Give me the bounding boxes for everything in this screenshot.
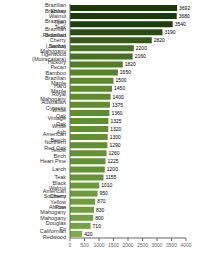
svg-text:870: 870: [97, 198, 106, 204]
svg-text:500: 500: [80, 242, 89, 248]
svg-text:2820: 2820: [154, 37, 165, 43]
svg-text:800: 800: [95, 215, 104, 221]
svg-text:AfricanMahogany: AfricanMahogany: [40, 204, 66, 216]
svg-text:1300: 1300: [110, 134, 121, 140]
svg-text:1260: 1260: [109, 150, 120, 156]
svg-text:1155: 1155: [105, 174, 116, 180]
svg-text:1360: 1360: [111, 110, 122, 116]
svg-text:Heart Pine: Heart Pine: [40, 158, 66, 164]
svg-text:1010: 1010: [101, 182, 112, 188]
svg-text:1400: 1400: [113, 94, 124, 100]
svg-text:0: 0: [69, 242, 72, 248]
svg-text:BrazilianRedwood: BrazilianRedwood: [43, 26, 66, 38]
svg-text:950: 950: [100, 190, 109, 196]
svg-text:1000: 1000: [93, 242, 104, 248]
svg-text:3000: 3000: [151, 242, 162, 248]
svg-text:1225: 1225: [108, 158, 119, 164]
svg-text:2160: 2160: [135, 53, 146, 59]
svg-text:2500: 2500: [137, 242, 148, 248]
svg-text:SouthernYellowPine: SouthernYellowPine: [44, 193, 66, 210]
svg-text:1290: 1290: [109, 142, 120, 148]
svg-text:AmericanCherry: AmericanCherry: [43, 188, 66, 200]
svg-text:830: 830: [96, 207, 105, 213]
svg-text:1820: 1820: [125, 61, 136, 67]
svg-text:1375: 1375: [112, 102, 123, 108]
svg-text:1325: 1325: [110, 118, 121, 124]
svg-text:1500: 1500: [116, 77, 127, 83]
svg-text:2200: 2200: [136, 45, 147, 51]
svg-text:1200: 1200: [107, 166, 118, 172]
svg-text:420: 420: [84, 231, 93, 237]
svg-text:YellowBirch: YellowBirch: [50, 147, 66, 159]
svg-text:1320: 1320: [110, 126, 121, 132]
svg-text:710: 710: [93, 223, 102, 229]
svg-text:3500: 3500: [166, 242, 177, 248]
svg-text:BrazilianEbony: BrazilianEbony: [45, 2, 66, 14]
svg-text:3540: 3540: [175, 21, 186, 27]
svg-text:HickoryPecan: HickoryPecan: [48, 59, 67, 71]
svg-text:CalifornianRedwood: CalifornianRedwood: [40, 228, 66, 240]
svg-text:2000: 2000: [122, 242, 133, 248]
svg-text:1450: 1450: [114, 85, 125, 91]
svg-text:3692: 3692: [179, 5, 190, 11]
svg-text:BrazilianCherry(Jatoba): BrazilianCherry(Jatoba): [45, 32, 66, 49]
svg-text:BrazilianWalnut(Ipe): BrazilianWalnut(Ipe): [45, 8, 67, 25]
svg-text:4000: 4000: [180, 242, 190, 248]
svg-text:1500: 1500: [108, 242, 119, 248]
svg-text:3680: 3680: [179, 13, 190, 19]
svg-text:Larch: Larch: [52, 166, 66, 172]
svg-text:3190: 3190: [165, 29, 176, 35]
svg-text:1650: 1650: [120, 69, 131, 75]
